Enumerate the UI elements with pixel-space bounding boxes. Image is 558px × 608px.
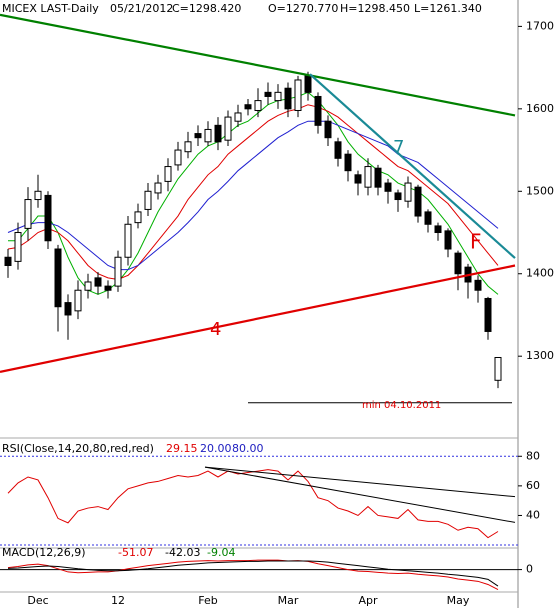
candle-body [384,182,392,192]
trendline [204,466,516,498]
y-tick-label: 60 [526,479,540,492]
candle-body [214,124,222,143]
y-tick-label: 1700 [526,19,554,32]
annotation: F [470,230,482,254]
candle-body [204,128,212,143]
candle-body [344,153,352,172]
candle-body [134,211,142,224]
candle-body [144,190,152,210]
candle-body [414,186,422,217]
candle-body [124,223,132,258]
header-text: 05/21/2012 [110,2,173,15]
y-tick-label: 0 [526,563,533,576]
header-value: 80.00 [232,442,264,455]
y-tick-label: 1600 [526,102,554,115]
series-line [7,104,499,281]
header-value: 20.00 [200,442,232,455]
candle-body [84,281,92,291]
y-tick-label: 1500 [526,184,554,197]
x-tick-label: Mar [278,594,299,607]
candle-body [434,225,442,234]
header-text: C=1298.420 [172,2,241,15]
series-line [7,120,499,271]
y-tick-label: 40 [526,508,540,521]
candle-body [304,75,312,93]
trendline [204,466,516,523]
candle-body [334,141,342,159]
candle-body [24,199,32,229]
candle-body [174,149,182,166]
header-text: MACD(12,26,9) [2,546,86,559]
candle-body [254,100,262,111]
candle-body [394,192,402,201]
candle-body [324,120,332,139]
annotation: 7 [393,137,404,158]
candle-body [454,252,462,275]
y-tick-label: 1300 [526,349,554,362]
candle-body [274,91,282,102]
header-value: -42.03 [165,546,200,559]
candle-body [484,297,492,332]
candle-body [194,133,202,139]
x-tick-label: Feb [198,594,217,607]
trendline [0,13,516,117]
trendline [0,264,516,373]
candle-body [294,79,302,111]
series-line [7,559,499,591]
candle-body [114,256,122,287]
candle-body [474,279,482,291]
x-tick-label: 12 [111,594,125,607]
header-text: H=1298.450 [340,2,410,15]
header-text: MICEX LAST-Daily [2,2,99,15]
candle-body [404,182,412,202]
candle-body [264,91,272,97]
trendline [309,73,516,259]
header-value: -9.04 [207,546,235,559]
header-text: RSI(Close,14,20,80,red,red) [2,442,154,455]
candle-body [224,116,232,141]
candle-body [354,174,362,184]
candle-body [14,232,22,262]
x-tick-label: May [447,594,470,607]
candle-body [74,289,82,312]
candle-body [374,167,382,188]
candle-body [164,166,172,182]
header-text: O=1270.770 [268,2,338,15]
candle-body [94,277,102,287]
candle-body [54,248,62,308]
candle-body [154,182,162,194]
candle-body [44,194,52,242]
x-tick-label: Apr [358,594,378,607]
header-value: -51.07 [118,546,153,559]
candle-body [4,256,12,266]
candle-body [184,141,192,153]
y-tick-label: 80 [526,449,540,462]
candle-body [34,190,42,201]
candle-body [314,95,322,126]
header-text: L=1261.340 [414,2,482,15]
header-value: 29.15 [166,442,198,455]
candle-body [244,104,252,110]
candle-body [234,112,242,122]
candle-body [424,211,432,225]
candle-body [104,285,112,291]
x-tick-label: Dec [27,594,48,607]
candle-body [284,87,292,110]
y-tick-label: 1400 [526,267,554,280]
series-line [7,560,499,587]
annotation: min 04.10.2011 [362,400,441,411]
candle-body [494,356,502,381]
annotation: 4 [210,319,221,340]
candle-body [364,166,372,188]
candle-body [444,230,452,250]
candle-body [64,302,72,316]
